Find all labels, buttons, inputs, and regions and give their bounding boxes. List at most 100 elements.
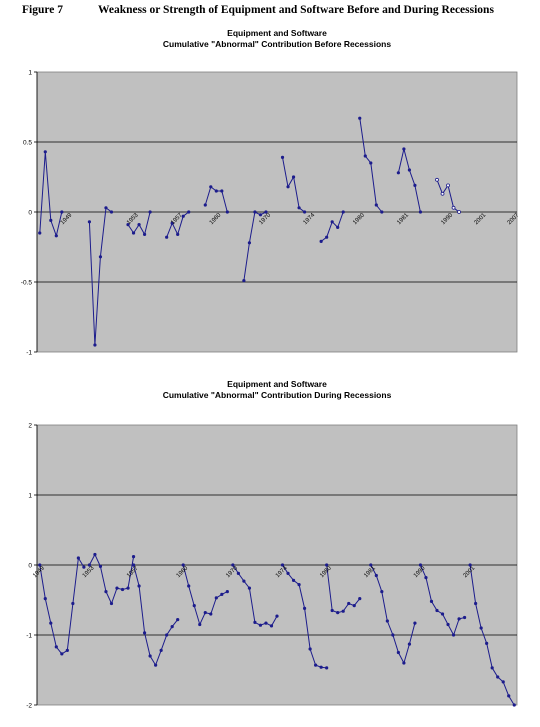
y-tick-label: 2	[28, 423, 32, 430]
data-point	[496, 675, 500, 679]
data-point	[187, 584, 191, 588]
data-point	[203, 611, 207, 615]
y-tick-label: 1	[28, 493, 32, 500]
data-point	[209, 612, 213, 616]
data-point	[54, 645, 58, 649]
data-point	[440, 612, 445, 616]
data-point	[109, 601, 114, 606]
data-point	[203, 203, 207, 207]
data-point	[479, 626, 483, 630]
data-point	[319, 665, 323, 669]
data-point	[396, 650, 400, 655]
data-point	[457, 210, 461, 214]
data-point	[512, 703, 516, 707]
figure-title: Weakness or Strength of Equipment and So…	[98, 4, 494, 16]
data-point	[170, 625, 174, 629]
chart-subtitle: Cumulative "Abnormal" Contribution Befor…	[163, 39, 391, 49]
data-point	[424, 576, 428, 580]
data-point	[93, 343, 97, 347]
data-point	[253, 620, 257, 624]
chart-subtitle: Cumulative "Abnormal" Contribution Durin…	[163, 390, 392, 400]
data-point	[154, 663, 158, 667]
data-point	[341, 210, 345, 214]
data-point	[330, 608, 334, 613]
data-point	[242, 579, 246, 583]
data-point	[225, 590, 229, 594]
data-point	[385, 619, 389, 623]
data-point	[247, 241, 252, 245]
data-point	[413, 183, 417, 187]
data-point	[65, 648, 69, 652]
data-point	[325, 563, 329, 567]
data-point	[330, 220, 334, 224]
data-point	[87, 220, 92, 224]
data-point	[418, 210, 423, 214]
data-point	[501, 680, 505, 684]
data-point	[137, 223, 141, 227]
data-point	[402, 147, 406, 151]
data-point	[159, 648, 163, 652]
data-point	[49, 218, 53, 222]
data-point	[308, 647, 312, 651]
data-point	[374, 203, 378, 207]
data-point	[286, 571, 290, 575]
data-point	[264, 210, 268, 214]
data-point	[198, 622, 202, 627]
data-point	[468, 563, 472, 567]
data-point	[54, 234, 58, 238]
data-point	[142, 232, 147, 236]
data-point	[435, 608, 439, 613]
data-point	[76, 556, 80, 560]
data-point	[446, 183, 450, 188]
y-tick-label: -2	[26, 703, 32, 710]
data-point	[109, 210, 114, 214]
data-point	[314, 663, 318, 667]
chart-title: Equipment and Software	[227, 28, 327, 38]
data-point	[126, 586, 130, 590]
data-point	[170, 221, 174, 225]
data-point	[214, 596, 218, 600]
data-point	[369, 563, 373, 567]
data-point	[336, 611, 340, 615]
data-point	[485, 641, 489, 645]
data-point	[165, 235, 169, 239]
data-point	[209, 185, 213, 189]
data-point	[115, 586, 119, 590]
data-point	[104, 590, 108, 594]
data-point	[407, 642, 412, 646]
data-point	[165, 633, 169, 637]
chart-title: Equipment and Software	[227, 379, 327, 389]
data-point	[181, 563, 185, 567]
data-point	[104, 206, 108, 210]
data-point	[380, 210, 384, 214]
data-point	[192, 604, 196, 608]
data-point	[60, 210, 64, 214]
data-point	[325, 666, 329, 670]
data-point	[341, 609, 345, 613]
data-point	[82, 565, 86, 569]
figure-label: Figure 7	[22, 4, 63, 16]
data-point	[391, 633, 395, 637]
data-point	[98, 564, 103, 568]
data-point	[49, 621, 53, 625]
data-point	[435, 177, 439, 182]
data-point	[181, 214, 185, 218]
data-point	[142, 631, 147, 635]
data-point	[413, 621, 417, 625]
data-point	[187, 210, 191, 214]
data-point	[93, 552, 97, 557]
y-tick-label: -0.5	[21, 280, 33, 287]
data-point	[258, 213, 263, 217]
data-point	[176, 232, 180, 236]
data-point	[148, 210, 152, 214]
data-point	[451, 205, 456, 210]
data-point	[418, 563, 423, 567]
data-point	[429, 599, 434, 603]
data-point	[98, 255, 103, 259]
data-point	[126, 223, 130, 227]
data-point	[369, 161, 373, 165]
data-point	[325, 235, 329, 239]
data-point	[214, 189, 218, 193]
data-point	[363, 154, 367, 158]
data-point	[253, 210, 257, 214]
